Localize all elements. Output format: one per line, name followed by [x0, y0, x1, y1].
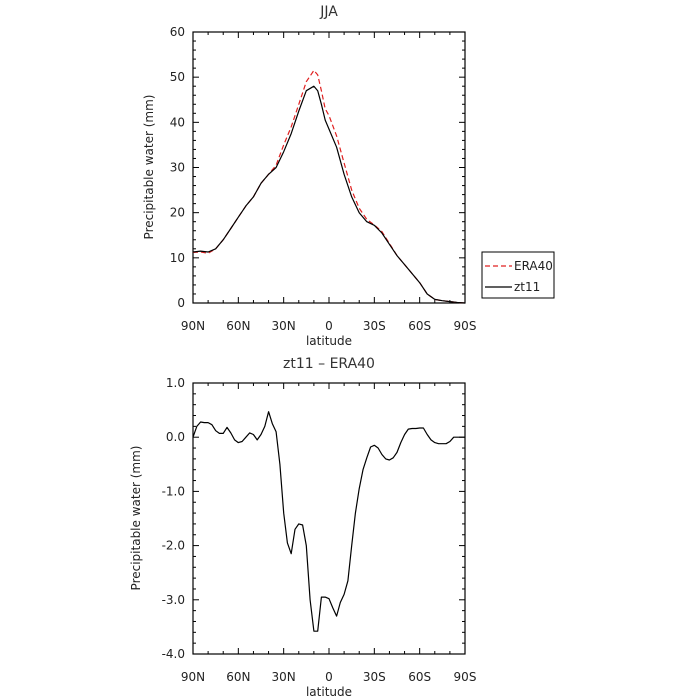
bottom-x-tick-label: 60S — [408, 670, 431, 684]
top-series-zt11-line — [192, 85, 466, 304]
top-y-tick-labels: 0 10 20 30 40 50 60 — [170, 25, 185, 310]
bottom-x-tick-label: 30N — [272, 670, 296, 684]
bottom-panel: zt11 – ERA40 1.0 0.0 -1.0 -2.0 -3.0 -4.0 90N 6… — [129, 356, 476, 699]
top-x-tick-label: 90S — [454, 319, 477, 333]
top-x-axis-label: latitude — [306, 334, 352, 348]
top-x-tick-labels: 90N 60N 30N 0 30S 60S 90S — [181, 319, 477, 333]
top-series-group — [192, 69, 466, 304]
bottom-series-difference-line — [192, 411, 465, 632]
bottom-chart-title: zt11 – ERA40 — [283, 356, 375, 372]
top-y-tick-label: 30 — [170, 161, 185, 175]
bottom-y-tick-label: -4.0 — [162, 647, 185, 661]
bottom-x-axis-label: latitude — [306, 685, 352, 699]
top-y-tick-label: 10 — [170, 251, 185, 265]
bottom-x-tick-label: 30S — [363, 670, 386, 684]
bottom-y-axis-label: Precipitable water (mm) — [129, 446, 143, 591]
top-y-tick-label: 0 — [177, 296, 185, 310]
bottom-x-tick-labels: 90N 60N 30N 0 30S 60S 90S — [181, 670, 477, 684]
bottom-y-tick-label: -3.0 — [162, 593, 185, 607]
top-x-tick-label: 30S — [363, 319, 386, 333]
bottom-x-tick-label: 90S — [454, 670, 477, 684]
bottom-x-tick-label: 0 — [325, 670, 333, 684]
bottom-y-tick-label: 0.0 — [166, 430, 185, 444]
bottom-y-tick-label: 1.0 — [166, 376, 185, 390]
top-x-tick-label: 0 — [325, 319, 333, 333]
top-y-tick-label: 60 — [170, 25, 185, 39]
bottom-x-tick-label: 60N — [226, 670, 250, 684]
top-y-axis-label: Precipitable water (mm) — [142, 95, 156, 240]
top-panel: JJA 0 10 20 30 40 50 60 90N 60N 30N 0 30S 60S 90S la… — [142, 4, 476, 348]
top-x-tick-label: 60N — [226, 319, 250, 333]
bottom-x-tick-label: 90N — [181, 670, 205, 684]
top-y-tick-label: 40 — [170, 115, 185, 129]
legend-era40-label: ERA40 — [514, 259, 553, 273]
top-chart-title: JJA — [319, 4, 338, 20]
legend-zt11-label: zt11 — [514, 280, 540, 294]
bottom-axis-ticks — [192, 382, 466, 655]
top-series-era40-line — [192, 69, 466, 304]
top-x-tick-label: 30N — [272, 319, 296, 333]
top-plot-frame — [192, 31, 466, 304]
top-y-tick-label: 50 — [170, 70, 185, 84]
bottom-y-tick-labels: 1.0 0.0 -1.0 -2.0 -3.0 -4.0 — [162, 376, 185, 661]
top-y-tick-label: 20 — [170, 206, 185, 220]
bottom-series-group — [192, 411, 465, 632]
top-axis-ticks — [192, 31, 466, 304]
top-x-tick-label: 60S — [408, 319, 431, 333]
legend-box — [481, 251, 555, 299]
top-x-tick-label: 90N — [181, 319, 205, 333]
bottom-y-tick-label: -1.0 — [162, 484, 185, 498]
bottom-y-tick-label: -2.0 — [162, 539, 185, 553]
bottom-plot-frame — [192, 382, 466, 655]
legend: ERA40 zt11 — [481, 251, 555, 299]
